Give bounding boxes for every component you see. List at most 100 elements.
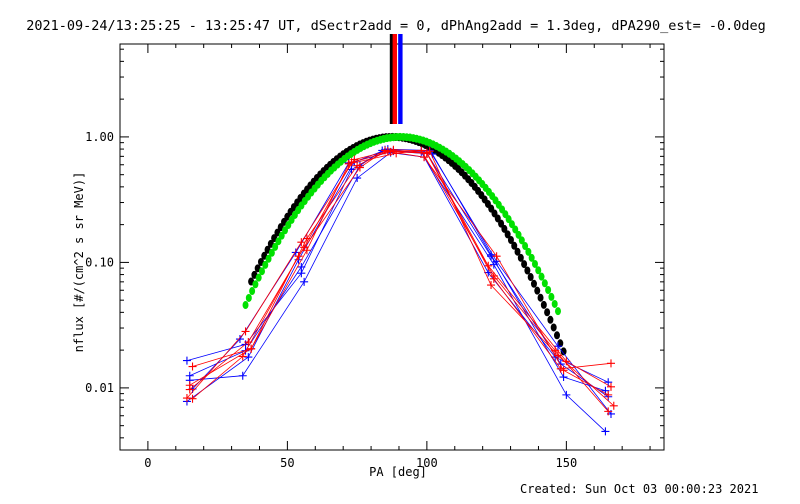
fit-point xyxy=(534,286,541,295)
data-point xyxy=(188,362,197,371)
data-point xyxy=(300,277,309,286)
fit-point xyxy=(531,259,538,268)
fit-point xyxy=(252,280,259,289)
series-line xyxy=(186,149,609,398)
fit-point xyxy=(272,242,279,251)
fit-point xyxy=(242,301,249,310)
fit-point xyxy=(498,219,505,228)
fit-point xyxy=(553,331,560,340)
fit-point xyxy=(528,253,535,262)
fit-point xyxy=(550,323,557,332)
fit-point xyxy=(547,315,554,324)
data-point xyxy=(302,234,311,243)
data-point xyxy=(604,407,613,416)
data-point xyxy=(601,427,610,436)
fit-point xyxy=(515,230,522,239)
data-point xyxy=(355,163,364,172)
fit-point xyxy=(545,286,552,295)
fit-point xyxy=(514,247,521,256)
fit-point xyxy=(512,225,519,234)
fit-point xyxy=(507,236,514,245)
data-point xyxy=(182,356,191,365)
data-point xyxy=(238,371,247,380)
peak-marker-bar xyxy=(392,34,397,124)
fit-point xyxy=(275,237,282,246)
fit-point xyxy=(530,279,537,288)
data-point xyxy=(604,390,613,399)
data-point xyxy=(559,373,568,382)
y-tick-label: 0.10 xyxy=(85,255,114,269)
series-line xyxy=(192,150,609,390)
data-point xyxy=(297,262,306,271)
fit-point xyxy=(548,292,555,301)
data-point xyxy=(294,252,303,261)
data-point xyxy=(182,394,191,403)
x-axis-label: PA [deg] xyxy=(369,465,427,479)
fit-point xyxy=(245,293,252,302)
data-point xyxy=(553,351,562,360)
chart-title: 2021-09-24/13:25:25 - 13:25:47 UT, dSect… xyxy=(26,18,766,34)
data-point xyxy=(344,159,353,168)
fit-curves xyxy=(242,132,567,356)
fit-point xyxy=(518,236,525,245)
x-tick-label: 0 xyxy=(144,456,151,470)
fit-point xyxy=(551,299,558,308)
x-tick-label: 150 xyxy=(556,456,578,470)
fit-point xyxy=(508,220,515,229)
data-point xyxy=(392,149,401,158)
fit-point xyxy=(524,266,531,275)
series xyxy=(182,145,618,410)
data-point xyxy=(302,246,311,255)
y-tick-label: 0.01 xyxy=(85,381,114,395)
fit-point xyxy=(278,231,285,240)
data-point xyxy=(244,353,253,362)
data-point xyxy=(247,344,256,353)
data-point xyxy=(487,281,496,290)
fit-point xyxy=(538,272,545,281)
fit-point xyxy=(522,242,529,251)
data-point xyxy=(420,153,429,162)
fit-point xyxy=(544,308,551,317)
x-tick-label: 50 xyxy=(280,456,294,470)
data-point xyxy=(606,359,615,368)
data-point xyxy=(188,394,197,403)
fit-point xyxy=(535,266,542,275)
fit-point xyxy=(255,273,262,282)
fit-point xyxy=(541,279,548,288)
fit-curve xyxy=(248,132,567,356)
data-point xyxy=(492,252,501,261)
y-tick-label: 1.00 xyxy=(85,130,114,144)
fit-point xyxy=(525,247,532,256)
data-point xyxy=(241,327,250,336)
data-series xyxy=(182,145,618,436)
series xyxy=(188,147,613,393)
peak-markers xyxy=(389,34,403,124)
data-point xyxy=(562,390,571,399)
axes: 0 50 100 150 0.01 0.10 1.00 xyxy=(85,43,665,470)
fit-point xyxy=(249,287,256,296)
fit-point xyxy=(537,293,544,302)
x-tick-label: 100 xyxy=(416,456,438,470)
series xyxy=(185,146,613,416)
fit-point xyxy=(557,339,564,348)
fit-point xyxy=(258,267,265,276)
series xyxy=(182,145,613,401)
fit-point xyxy=(540,300,547,309)
data-point xyxy=(185,381,194,390)
data-point xyxy=(551,346,560,355)
data-point xyxy=(606,382,615,391)
peak-marker-bar xyxy=(389,34,395,124)
y-axis-label: nflux [#/(cm^2 s sr MeV)] xyxy=(72,172,86,353)
data-point xyxy=(381,146,390,155)
fit-point xyxy=(511,241,518,250)
fit-point xyxy=(527,273,534,282)
series xyxy=(182,145,615,418)
data-point xyxy=(297,238,306,247)
fit-point xyxy=(504,230,511,239)
data-point xyxy=(350,155,359,164)
data-point xyxy=(487,250,496,259)
fit-point xyxy=(560,347,567,356)
created-timestamp: Created: Sun Oct 03 00:00:23 2021 xyxy=(520,482,758,496)
